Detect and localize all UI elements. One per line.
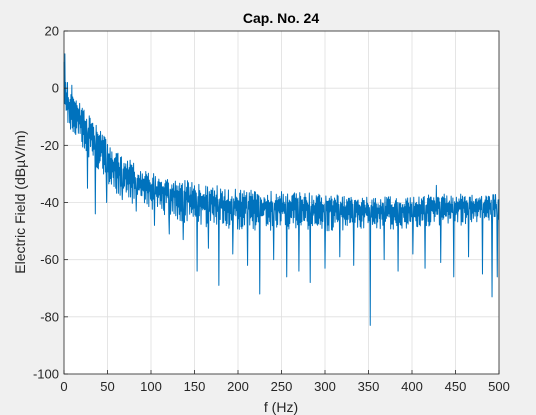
y-tick-label: 0 xyxy=(52,81,59,96)
y-tick-label: -60 xyxy=(40,252,59,267)
x-tick-label: 500 xyxy=(488,379,510,394)
y-tick-label: -80 xyxy=(40,309,59,324)
series-layer xyxy=(63,53,500,326)
x-tick-label: 300 xyxy=(314,379,336,394)
x-tick-label: 350 xyxy=(358,379,380,394)
x-tick-label: 150 xyxy=(184,379,206,394)
y-tick-label: -40 xyxy=(40,195,59,210)
series-line xyxy=(63,53,500,326)
x-tick-label: 400 xyxy=(401,379,423,394)
x-axis-label: f (Hz) xyxy=(264,399,298,415)
y-axis-label: Electric Field (dBµV/m) xyxy=(12,130,28,273)
y-tick-label: -100 xyxy=(33,367,59,382)
y-tick-label: -20 xyxy=(40,138,59,153)
x-tick-label: 450 xyxy=(445,379,467,394)
x-tick-label: 0 xyxy=(60,379,67,394)
x-tick-label: 200 xyxy=(227,379,249,394)
x-tick-label: 50 xyxy=(100,379,114,394)
ticks: 0 50 100 150 200 250 300 350 400 450 500-100-80-60… xyxy=(33,24,510,395)
y-tick-label: 20 xyxy=(45,24,59,39)
chart-title: Cap. No. 24 xyxy=(243,10,319,26)
x-tick-label: 250 xyxy=(271,379,293,394)
x-tick-label: 100 xyxy=(140,379,162,394)
